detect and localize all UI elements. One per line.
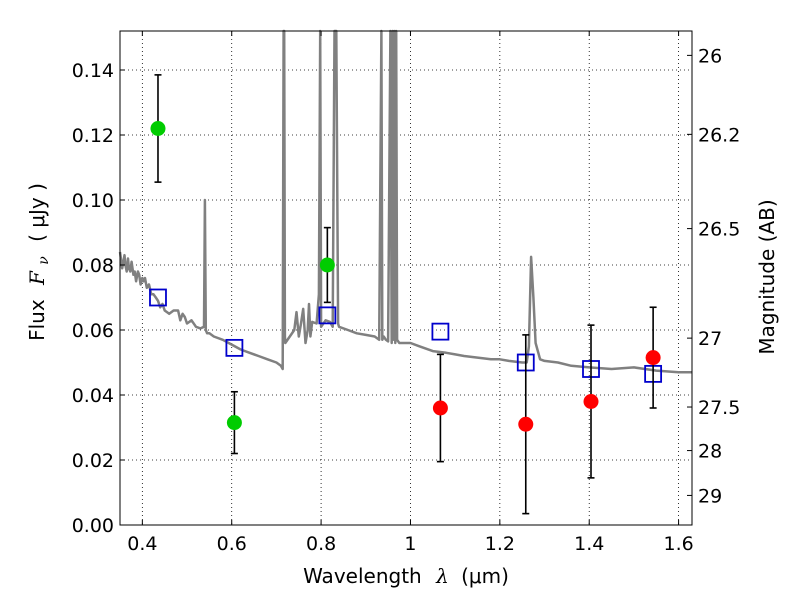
non-detection-point (645, 350, 661, 366)
y-tick-label: 0.12 (72, 125, 114, 147)
tick-layer: 0.4 0.6 0.8 1 1.2 1.4 1.6 0.00 0.02 0.04 0.06 0.08 0… (72, 31, 740, 555)
y-tick-label: 0.04 (72, 385, 114, 407)
model-photometry-square (149, 288, 167, 307)
y-tick-label: 0.14 (72, 60, 114, 82)
y-tick-label: 0.10 (72, 190, 114, 212)
x-tick-label: 0.8 (306, 533, 336, 555)
x-axis-label-text: Wavelength (303, 564, 422, 588)
y-axis-label-unit: ( μJy ) (25, 183, 49, 242)
magnitude-tick-label: 26.5 (698, 219, 740, 241)
y-tick-label: 0.08 (72, 255, 114, 277)
magnitude-tick-label: 27.5 (698, 397, 740, 419)
model-photometry-square (225, 338, 244, 357)
model-photometry-square (431, 322, 450, 341)
magnitude-tick-label: 28 (698, 441, 722, 463)
detection-point (150, 121, 166, 136)
x-tick-label: 0.6 (217, 533, 247, 555)
x-tick-label: 1.2 (485, 533, 515, 555)
model-spectrum-line (118, 29, 692, 374)
x-axis-label-symbol: λ (435, 564, 449, 588)
marker-layer (149, 74, 663, 515)
right-axis-label: Magnitude (AB) (755, 199, 779, 354)
y-tick-label: 0.00 (72, 515, 114, 537)
non-detection-point (583, 394, 599, 409)
non-detection-point (518, 416, 534, 432)
y-axis-label-symbol: F (25, 270, 49, 286)
model-photometry-square (318, 306, 337, 325)
x-tick-label: 1.4 (574, 533, 604, 555)
magnitude-tick-label: 27 (698, 328, 722, 350)
y-tick-label: 0.06 (72, 320, 114, 342)
x-tick-label: 1.6 (663, 533, 693, 555)
y-axis-label-subscript: ν (36, 256, 52, 265)
non-detection-point (432, 400, 448, 416)
y-axis-label-text: Flux (25, 299, 49, 341)
detection-point (319, 257, 335, 273)
x-axis-label-unit: (μm) (461, 564, 509, 588)
plot-frame (119, 30, 693, 526)
y-axis-label: Flux F ν ( μJy ) (25, 183, 53, 341)
magnitude-tick-label: 26 (698, 45, 722, 67)
spectrum-layer (118, 29, 692, 374)
x-tick-label: 0.4 (127, 533, 157, 555)
detection-point (226, 415, 242, 431)
x-tick-label: 1 (404, 533, 416, 555)
magnitude-tick-label: 26.2 (698, 124, 740, 146)
magnitude-tick-label: 29 (698, 485, 722, 507)
x-axis-label: Wavelength λ (μm) (303, 564, 509, 588)
y-tick-label: 0.02 (72, 450, 114, 472)
